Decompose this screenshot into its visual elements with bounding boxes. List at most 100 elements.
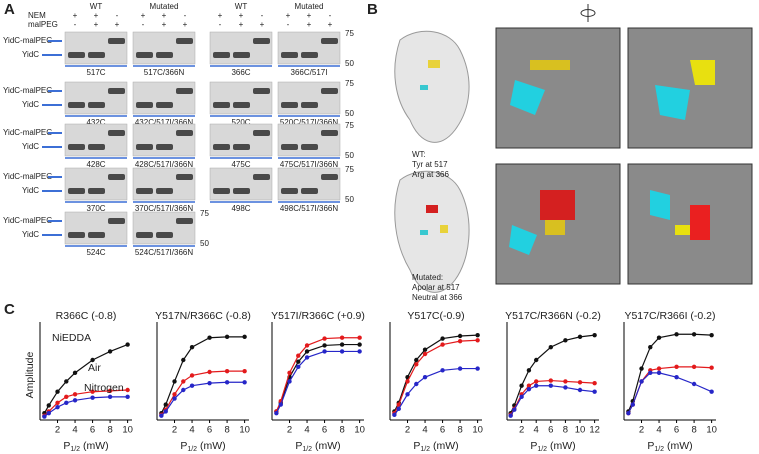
band-label: YidC: [22, 50, 39, 59]
band: [281, 102, 298, 108]
sign: +: [307, 11, 312, 20]
gel: [277, 167, 341, 201]
data-point: [691, 381, 697, 387]
series-line: [275, 350, 360, 414]
band: [253, 38, 270, 44]
data-point: [392, 412, 397, 418]
band: [108, 174, 125, 180]
band: [253, 174, 270, 180]
chart-title: R366C (-0.8): [56, 310, 117, 322]
band: [156, 102, 173, 108]
data-point: [189, 373, 195, 378]
gel-label: 428C: [86, 160, 105, 169]
chart-title: Y517N/R366C (-0.8): [155, 310, 251, 322]
band-label: YidC-malPEG: [3, 86, 53, 95]
data-point: [639, 366, 644, 371]
gel: [64, 211, 128, 245]
data-point: [339, 335, 345, 340]
x-tick-label: 8: [691, 425, 696, 436]
data-point: [357, 349, 362, 354]
legend-label: Nitrogen: [84, 382, 124, 394]
x-tick-label: 2: [172, 425, 177, 436]
gel-label: 475C/517I/366N: [280, 160, 338, 169]
data-point: [163, 402, 168, 407]
data-point: [224, 368, 230, 374]
chart-title: Y517C/R366N (-0.2): [505, 310, 601, 322]
sign: +: [73, 11, 78, 20]
marker-label: 50: [345, 109, 354, 118]
gel: [64, 31, 128, 65]
data-point: [440, 342, 445, 347]
data-point: [534, 357, 539, 363]
data-point: [656, 335, 662, 340]
wt-label: Arg at 366: [412, 170, 449, 179]
band: [301, 188, 318, 194]
x-tick-label: 6: [548, 425, 553, 436]
band-label: YidC: [22, 186, 39, 195]
data-point: [630, 402, 635, 407]
data-point: [42, 414, 47, 419]
series-line: [43, 344, 128, 414]
data-point: [163, 409, 168, 414]
data-point: [172, 396, 177, 401]
marker-label: 75: [345, 29, 354, 38]
data-point: [457, 333, 463, 339]
band: [156, 144, 173, 150]
x-axis-label-part: 1/2: [654, 446, 664, 453]
band: [108, 218, 125, 224]
gel-label: 524C: [86, 248, 105, 257]
data-point: [656, 366, 662, 371]
marker-label: 50: [345, 195, 354, 204]
data-point: [125, 387, 130, 393]
band: [136, 232, 153, 238]
band: [108, 38, 125, 44]
gel-label: 517C/366N: [144, 68, 185, 77]
x-axis-label-part: P: [295, 440, 302, 452]
gel-label: 520C: [231, 118, 250, 127]
sign: -: [116, 11, 119, 20]
sign: +: [115, 20, 120, 29]
data-point: [90, 357, 95, 363]
data-point: [709, 389, 714, 394]
data-point: [296, 364, 301, 370]
data-point: [296, 353, 301, 358]
data-point: [648, 370, 653, 376]
data-point: [189, 383, 195, 388]
band-label: YidC-malPEG: [3, 36, 53, 45]
x-axis-label-part: 1/2: [302, 446, 312, 453]
data-point: [563, 338, 568, 343]
band-label: YidC-malPEG: [3, 216, 53, 225]
gel-label: 366C/517I: [291, 68, 328, 77]
band: [176, 38, 193, 44]
x-axis-label-part: P: [647, 440, 654, 452]
chart-title: Y517I/R366C (+0.9): [271, 310, 365, 322]
data-point: [414, 362, 419, 367]
series-line: [393, 367, 478, 416]
band: [253, 130, 270, 136]
band: [176, 174, 193, 180]
sign: +: [141, 11, 146, 20]
sign: -: [261, 11, 264, 20]
rotate-icon: [580, 4, 596, 22]
data-point: [125, 342, 130, 347]
band: [88, 232, 105, 238]
data-point: [674, 364, 679, 370]
data-point: [674, 332, 679, 337]
x-tick-label: 8: [107, 425, 112, 436]
data-point: [207, 369, 212, 375]
sign: +: [162, 20, 167, 29]
sign: +: [162, 11, 167, 20]
gel-label: 370C/517I/366N: [135, 204, 193, 213]
band: [156, 188, 173, 194]
data-point: [709, 365, 714, 370]
data-point: [422, 347, 428, 352]
x-tick-label: 6: [322, 425, 327, 436]
x-axis-label-part: (mW): [430, 440, 459, 452]
x-axis-label-part: P: [530, 440, 537, 452]
x-axis-label-part: (mW): [664, 440, 693, 452]
band: [68, 188, 85, 194]
band: [233, 52, 250, 58]
data-point: [639, 379, 644, 384]
series-line: [275, 343, 360, 412]
band: [176, 130, 193, 136]
